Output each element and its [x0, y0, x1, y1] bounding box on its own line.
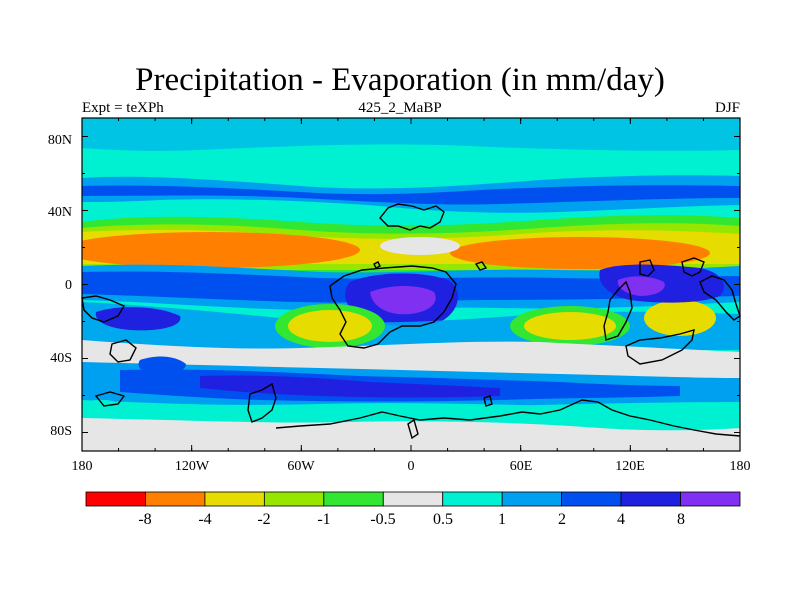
- y-tick-0: 0: [65, 278, 72, 293]
- colorbar-label: 1: [498, 511, 506, 528]
- x-tick-120w: 120W: [174, 459, 210, 474]
- y-tick-80S: 80S: [50, 424, 72, 439]
- y-tick-80N: 80N: [47, 133, 72, 148]
- colorbar-swatch: [145, 491, 206, 507]
- axis-ticks: [81, 118, 741, 451]
- y-tick-40N: 40N: [47, 205, 72, 220]
- colorbar-label: 8: [677, 511, 685, 528]
- colorbar-swatch: [561, 491, 622, 507]
- experiment-label: Expt = teXPh: [82, 100, 164, 116]
- colorbar-swatch: [501, 491, 563, 507]
- colorbar-swatch: [382, 491, 444, 507]
- chart-title: Precipitation - Evaporation (in mm/day): [135, 62, 665, 98]
- precip-evap-field: [82, 118, 740, 451]
- colorbar-label: -0.5: [370, 511, 396, 528]
- x-tick-180e: 180: [729, 459, 751, 474]
- colorbar-label: 0.5: [433, 511, 453, 528]
- x-tick-0: 0: [407, 459, 415, 474]
- colorbar-swatch: [85, 491, 146, 507]
- y-tick-40S: 40S: [50, 351, 72, 366]
- colorbar-swatch: [680, 491, 741, 507]
- x-tick-60w: 60W: [287, 459, 315, 474]
- colorbar-swatch: [442, 491, 503, 507]
- coastlines: [81, 203, 741, 440]
- colorbar-swatch: [620, 491, 681, 507]
- age-label: 425_2_MaBP: [358, 100, 442, 116]
- colorbar-label: -1: [317, 511, 331, 528]
- x-tick-120e: 120E: [615, 459, 645, 474]
- colorbar-swatch: [263, 491, 325, 507]
- x-tick-60e: 60E: [509, 459, 533, 474]
- x-tick-180w: 180: [71, 459, 93, 474]
- colorbar-label: -4: [198, 511, 212, 528]
- colorbar-label: 4: [617, 511, 625, 528]
- colorbar-label: -8: [138, 511, 152, 528]
- season-label: DJF: [714, 100, 740, 116]
- colorbar-swatch: [323, 491, 384, 507]
- colorbar-swatch: [204, 491, 265, 507]
- colorbar-label: 2: [558, 511, 566, 528]
- colorbar-label: -2: [257, 511, 271, 528]
- colorbar: [85, 491, 741, 507]
